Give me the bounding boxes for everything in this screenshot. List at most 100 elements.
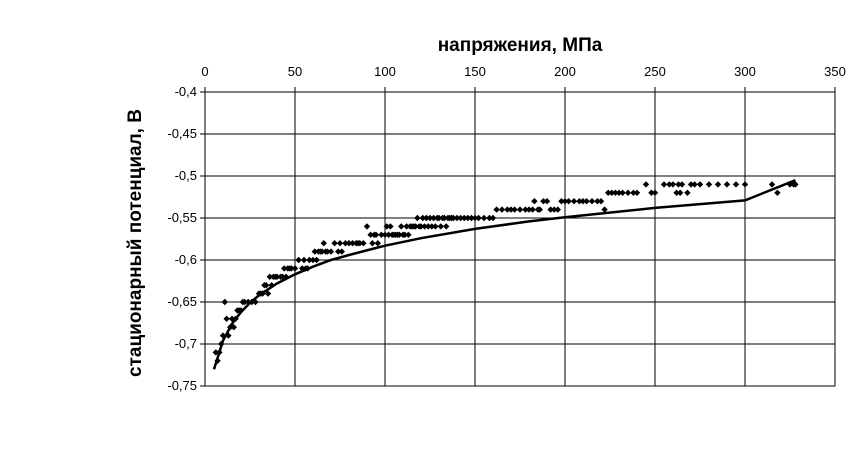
y-tick-label: -0,75 [167, 378, 197, 393]
y-tick-label: -0,4 [175, 84, 197, 99]
data-point-marker [565, 198, 572, 205]
data-point-marker [453, 214, 461, 222]
data-point-marker [374, 240, 381, 247]
data-point-marker [335, 248, 342, 255]
data-point-marker [705, 181, 713, 188]
data-point-marker [281, 265, 288, 272]
data-point-marker [414, 214, 421, 222]
data-point-marker [531, 198, 538, 205]
data-point-marker [691, 181, 698, 188]
data-point-marker [551, 206, 558, 213]
data-point-marker [792, 181, 799, 188]
x-tick-label: 150 [464, 64, 486, 79]
data-point-marker [666, 181, 673, 188]
data-point-marker [421, 223, 428, 230]
data-point-marker [714, 181, 722, 188]
data-point-marker [669, 181, 677, 188]
data-point-marker [597, 198, 605, 205]
data-point-marker [338, 248, 345, 255]
data-point-marker [435, 214, 443, 222]
data-points [212, 181, 799, 364]
data-point-marker [673, 189, 680, 196]
data-point-marker [486, 214, 493, 222]
data-point-marker [608, 189, 615, 196]
data-point-marker [605, 189, 612, 196]
data-point-marker [223, 315, 230, 322]
data-point-marker [594, 198, 601, 205]
data-point-marker [558, 198, 565, 205]
data-point-marker [324, 248, 331, 255]
data-point-marker [221, 298, 228, 306]
data-point-marker [493, 206, 500, 213]
data-point-marker [279, 273, 286, 280]
data-point-marker [516, 206, 524, 213]
data-point-marker [425, 223, 432, 230]
data-point-marker [306, 256, 313, 264]
y-axis-ticks: -0,4 -0,45 -0,5 -0,55 -0,6 -0,65 -0,7 -0,75 [167, 84, 205, 393]
data-point-marker [675, 181, 682, 188]
data-point-marker [630, 189, 637, 196]
x-axis-ticks: 0 50 100 150 200 250 300 350 [201, 64, 846, 92]
data-point-marker [677, 189, 684, 196]
x-tick-label: 50 [288, 64, 302, 79]
data-point-marker [273, 273, 281, 280]
data-point-marker [615, 189, 623, 196]
data-point-marker [511, 206, 518, 213]
data-point-marker [723, 181, 731, 188]
data-point-marker [554, 206, 561, 213]
data-point-marker [576, 198, 583, 205]
plot-area-frame [204, 91, 836, 387]
y-tick-label: -0,45 [167, 126, 197, 141]
data-point-marker [543, 198, 551, 205]
y-axis-title: стационарный потенциал, В [125, 109, 146, 377]
data-point-marker [437, 223, 444, 230]
data-point-marker [471, 214, 479, 222]
data-point-marker [288, 265, 295, 272]
x-tick-label: 300 [734, 64, 756, 79]
data-point-marker [387, 223, 394, 230]
data-point-marker [660, 181, 668, 188]
data-point-marker [498, 206, 506, 213]
data-point-marker [336, 240, 344, 247]
data-point-marker [529, 206, 536, 213]
x-tick-label: 350 [824, 64, 846, 79]
data-point-marker [309, 256, 317, 264]
x-tick-label: 0 [201, 64, 208, 79]
data-point-marker [412, 223, 419, 230]
data-point-marker [547, 206, 554, 213]
data-point-marker [356, 240, 363, 247]
data-point-marker [684, 189, 691, 196]
data-point-marker [428, 223, 435, 230]
y-tick-label: -0,55 [167, 210, 197, 225]
data-point-marker [475, 214, 482, 222]
data-point-marker [423, 214, 430, 222]
data-point-marker [383, 223, 390, 230]
data-point-marker [619, 189, 626, 196]
data-point-marker [633, 189, 641, 196]
data-point-marker [212, 349, 219, 356]
data-point-marker [468, 214, 475, 222]
data-point-marker [378, 231, 385, 238]
data-point-marker [403, 223, 410, 230]
data-point-marker [687, 181, 695, 188]
data-point-marker [241, 298, 248, 306]
data-point-marker [381, 231, 389, 238]
data-point-marker [313, 256, 320, 264]
data-point-marker [461, 214, 468, 222]
data-point-marker [295, 256, 302, 264]
data-point-marker [732, 181, 740, 188]
data-point-marker [372, 231, 380, 238]
data-point-marker [331, 240, 338, 247]
data-point-marker [318, 248, 326, 255]
data-point-marker [405, 231, 412, 238]
data-point-marker [430, 214, 437, 222]
data-point-marker [441, 214, 448, 222]
data-point-marker [369, 240, 376, 247]
data-point-marker [540, 198, 547, 205]
data-point-marker [228, 315, 236, 322]
data-point-marker [426, 214, 434, 222]
data-point-marker [264, 290, 272, 297]
data-point-marker [507, 206, 515, 213]
data-point-marker [457, 214, 464, 222]
data-point-marker [396, 231, 403, 238]
